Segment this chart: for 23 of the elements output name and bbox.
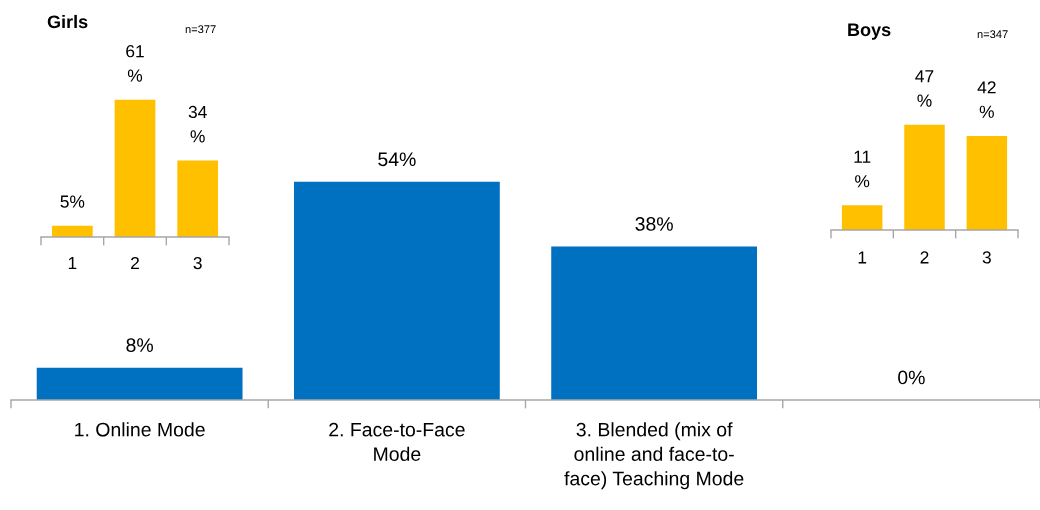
data-label: 0% xyxy=(898,370,925,385)
x-tick-label: 2 xyxy=(131,256,139,270)
data-label: 54% xyxy=(378,152,416,167)
chart-subtitle: n=347 xyxy=(977,30,1008,39)
data-label: 34 % xyxy=(188,105,207,143)
x-tick-label: 2. Face-to-Face Mode xyxy=(329,422,465,461)
chart-title: Girls xyxy=(47,14,88,29)
data-label: 38% xyxy=(635,217,673,231)
data-label: 8% xyxy=(126,338,153,353)
x-tick-label: 1 xyxy=(858,251,867,264)
x-tick-label: 3 xyxy=(982,251,991,264)
data-label: 11 % xyxy=(854,150,871,188)
data-label: 47 % xyxy=(915,70,934,107)
x-tick-label: 2 xyxy=(920,251,929,264)
x-tick-label: 1. Online Mode xyxy=(75,422,205,437)
data-label: 42 % xyxy=(977,81,996,118)
x-tick-label: 1 xyxy=(68,257,77,270)
chart-subtitle: n=377 xyxy=(185,25,216,34)
data-label: 5% xyxy=(60,195,85,208)
chart-title: Boys xyxy=(848,23,891,40)
x-tick-label: 3 xyxy=(193,256,202,270)
x-tick-label: 3. Blended (mix of online and face-to- face) Teaching Mode xyxy=(564,422,744,490)
data-label: 61 % xyxy=(126,45,144,82)
